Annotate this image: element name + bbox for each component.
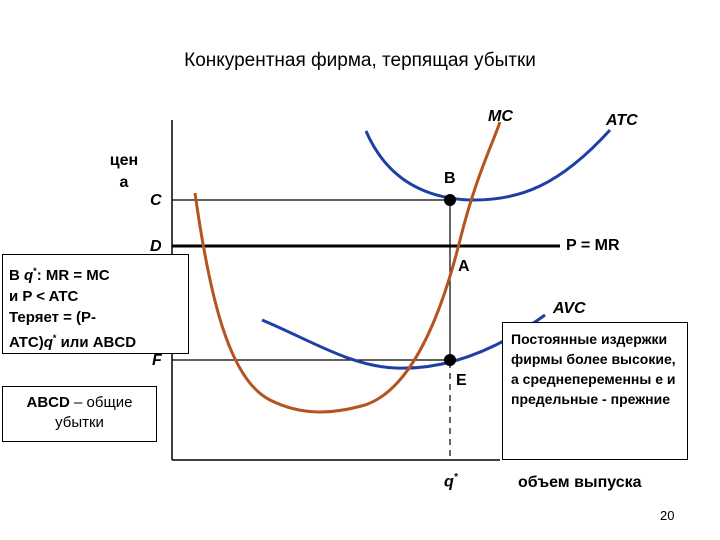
y-axis-label: цен а <box>104 150 144 194</box>
label-a: A <box>458 258 470 275</box>
y-axis-label-line1: цен <box>109 152 139 169</box>
rule-line-1-sup: * <box>33 266 37 276</box>
rule-line-2: и P < ATC <box>9 288 79 305</box>
label-avc: AVC <box>553 300 586 317</box>
label-f: F <box>152 352 162 369</box>
rule-line-4-q: q <box>43 334 53 351</box>
total-loss-rest: – общие убытки <box>55 394 133 431</box>
rule-line-1-pre: В <box>9 267 24 284</box>
loss-rule-box: В q*: MR = MC и P < ATC Теряет = (P- ATC… <box>2 254 189 354</box>
y-axis-label-line2: а <box>119 174 129 191</box>
total-loss-box: ABCD – общие убытки <box>2 386 157 442</box>
fixed-cost-note-box: Постоянные издержки фирмы более высокие,… <box>502 322 688 460</box>
atc-curve <box>364 128 612 202</box>
x-axis-label: объем выпуска <box>518 474 642 491</box>
rule-line-4-post: или ABCD <box>56 334 137 351</box>
point-e <box>444 354 456 366</box>
rule-line-3: Теряет = (P- <box>9 309 97 326</box>
label-c: C <box>150 192 162 209</box>
rule-line-1: В q*: MR = MC <box>9 261 182 286</box>
point-b <box>444 194 456 206</box>
q-star-sup: * <box>453 472 458 483</box>
label-atc: ATC <box>606 112 638 129</box>
label-mc: MC <box>488 108 513 125</box>
page-number: 20 <box>660 508 675 523</box>
total-loss-bold: ABCD <box>26 394 70 411</box>
mc-curve <box>193 121 502 414</box>
rule-line-1-post: : MR = MC <box>36 267 110 284</box>
label-e: E <box>456 372 467 389</box>
label-price-mr: P = MR <box>566 237 620 254</box>
diagram-title: Конкурентная фирма, терпящая убытки <box>184 50 536 71</box>
avc-curve <box>261 313 546 370</box>
q-star-letter: q <box>444 473 454 491</box>
rule-line-1-q: q <box>24 267 34 284</box>
label-d: D <box>150 238 162 255</box>
rule-line-4-sup: * <box>52 333 57 343</box>
rule-line-4-pre: ATC) <box>9 334 44 351</box>
label-q-star: q* <box>444 472 458 491</box>
label-b: B <box>444 170 456 187</box>
rule-line-4: ATC)q* или ABCD <box>9 328 182 353</box>
